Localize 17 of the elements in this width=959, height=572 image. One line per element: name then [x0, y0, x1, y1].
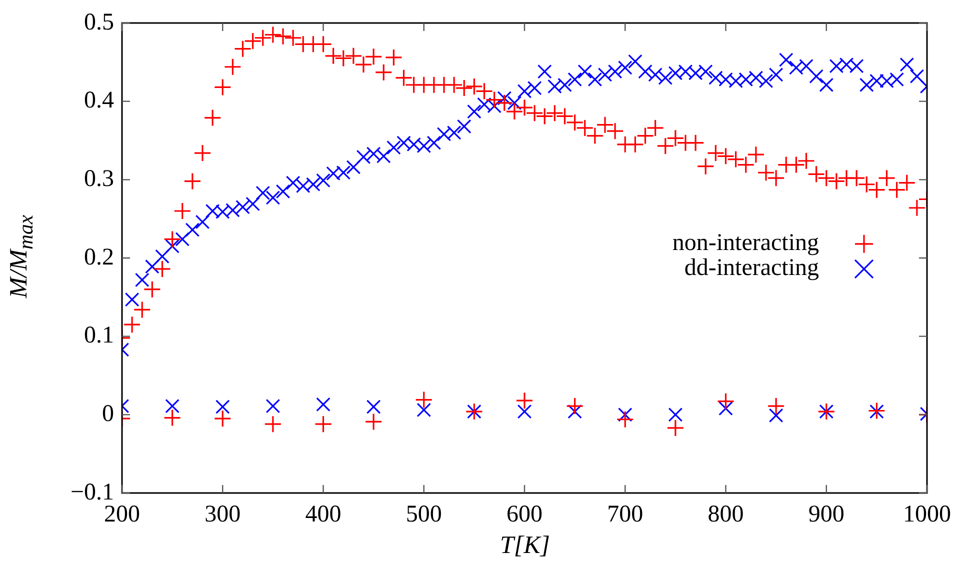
y-tick-label: 0.1 [84, 322, 114, 349]
x-axis-title: T[K] [498, 532, 552, 560]
y-tick-label: 0 [102, 400, 114, 427]
x-tick-label: 1000 [903, 502, 951, 528]
x-tick-label: 900 [808, 502, 844, 528]
y-tick-label: 0.5 [84, 9, 114, 36]
x-tick-label: 700 [607, 502, 644, 528]
y-tick-label: 0.4 [84, 88, 114, 114]
x-tick-label: 800 [708, 502, 744, 528]
x-tick-label: 400 [305, 502, 342, 528]
y-tick-label: 0.2 [84, 244, 114, 270]
x-tick-label: 500 [406, 502, 442, 528]
y-tick-label: 0.3 [84, 166, 114, 192]
x-tick-label: 300 [204, 502, 241, 528]
legend-label: non-interacting [672, 230, 819, 256]
legend-label: dd-interacting [684, 255, 819, 282]
x-tick-label: 600 [506, 502, 542, 528]
